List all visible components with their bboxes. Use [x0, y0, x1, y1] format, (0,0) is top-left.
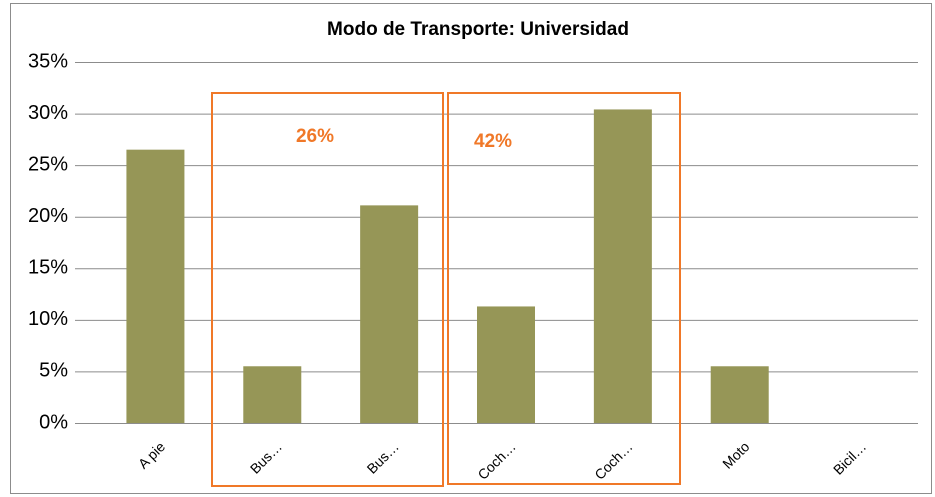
y-tick-label: 35%: [28, 50, 68, 72]
y-tick-label: 5%: [39, 360, 68, 382]
y-tick-label: 30%: [28, 102, 68, 124]
annotation: 42%: [474, 131, 512, 152]
y-tick-label: 15%: [28, 257, 68, 279]
bar: [593, 109, 652, 424]
bar: [477, 306, 535, 423]
chart-title: Modo de Transporte: Universidad: [327, 19, 629, 40]
highlight-box: [211, 92, 444, 487]
y-tick-label: 10%: [28, 308, 68, 330]
y-tick-label: 20%: [28, 205, 68, 227]
bar: [126, 149, 185, 423]
highlight-box: [447, 92, 681, 485]
y-tick-label: 0%: [39, 411, 68, 433]
bar: [360, 205, 419, 423]
y-tick-label: 25%: [28, 153, 68, 175]
bar: [710, 366, 769, 423]
bar: [243, 366, 302, 423]
annotation: 26%: [296, 126, 334, 147]
